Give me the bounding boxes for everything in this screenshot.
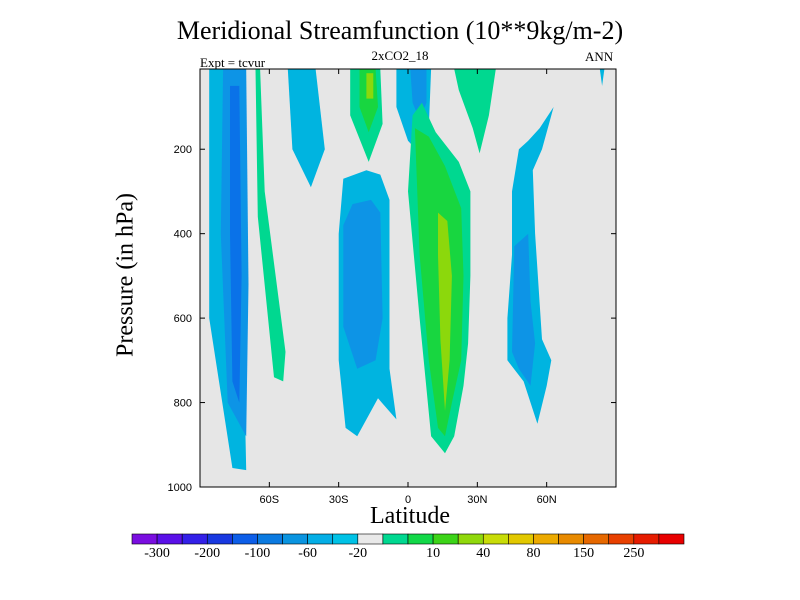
season-label: ANN — [585, 49, 614, 64]
colorbar-label-0: -300 — [144, 546, 170, 561]
x-tick-label-4: 60N — [537, 494, 557, 506]
chart-title: Meridional Streamfunction (10**9kg/m-2) — [176, 16, 624, 45]
colorbar-box-19 — [608, 533, 635, 545]
contour-region-4 — [287, 69, 325, 188]
colorbar-box-13 — [457, 533, 484, 545]
contour-region-14 — [438, 212, 452, 411]
colorbar-box-1 — [156, 533, 183, 545]
colorbar-box-16 — [533, 533, 559, 545]
colorbar-box-20 — [633, 533, 660, 545]
contour-region-17 — [512, 233, 536, 386]
contour-region-6 — [359, 69, 378, 133]
x-tick-label-1: 30S — [329, 494, 349, 506]
y-tick-label-3: 800 — [174, 398, 192, 410]
colorbar-box-12 — [432, 533, 459, 545]
colorbar-label-8: 150 — [573, 546, 595, 561]
colorbar-label-3: -60 — [298, 546, 317, 561]
y-tick-label-4: 1000 — [168, 482, 192, 494]
colorbar-label-7: 80 — [526, 546, 541, 561]
colorbar-box-2 — [181, 533, 208, 545]
contour-region-3 — [255, 69, 286, 382]
colorbar-label-2: -100 — [244, 546, 271, 561]
colorbar-box-9 — [357, 533, 384, 545]
colorbar-box-7 — [307, 533, 334, 545]
contour-region-9 — [343, 199, 383, 369]
colorbar-box-15 — [508, 533, 534, 545]
x-tick-label-3: 30N — [467, 494, 487, 506]
colorbar-box-6 — [282, 533, 308, 545]
colorbar-box-18 — [583, 533, 610, 545]
y-tick-label-2: 600 — [174, 313, 192, 325]
colorbar-label-5: 10 — [426, 546, 441, 561]
colorbar-label-6: 40 — [476, 546, 491, 561]
contour-region-15 — [454, 69, 496, 154]
x-tick-label-0: 60S — [260, 494, 280, 506]
contour-region-7 — [366, 73, 374, 99]
contour-regions — [209, 69, 605, 471]
x-axis-label: Latitude — [370, 503, 450, 529]
colorbar-box-8 — [332, 533, 359, 545]
contour-region-18 — [599, 69, 605, 86]
colorbar-box-10 — [382, 533, 409, 545]
colorbar-box-4 — [232, 533, 258, 545]
colorbar-box-17 — [558, 533, 584, 545]
y-tick-label-1: 400 — [174, 229, 192, 241]
colorbar-box-14 — [482, 533, 509, 545]
x-tick-label-2: 0 — [405, 494, 411, 506]
colorbar-box-3 — [206, 533, 233, 545]
colorbar-box-21 — [658, 533, 685, 545]
colorbar-label-4: -20 — [348, 546, 368, 561]
colorbar-box-11 — [407, 533, 434, 545]
colorbar-box-0 — [131, 533, 158, 545]
contour-region-2 — [230, 85, 242, 403]
colorbar-box-5 — [257, 533, 283, 545]
colorbar-label-9: 250 — [623, 546, 645, 561]
y-tick-label-0: 200 — [174, 144, 192, 156]
y-axis-ticks: 200 400 600 800 1000 — [168, 144, 616, 494]
x-axis-ticks: 60S 30S 0 30N 60N — [260, 69, 557, 506]
chart-subtitle: 2xCO2_18 — [371, 48, 429, 63]
colorbar-label-1: -200 — [194, 546, 221, 561]
colorbar — [131, 533, 685, 545]
experiment-label: Expt = tcvur — [200, 55, 266, 70]
